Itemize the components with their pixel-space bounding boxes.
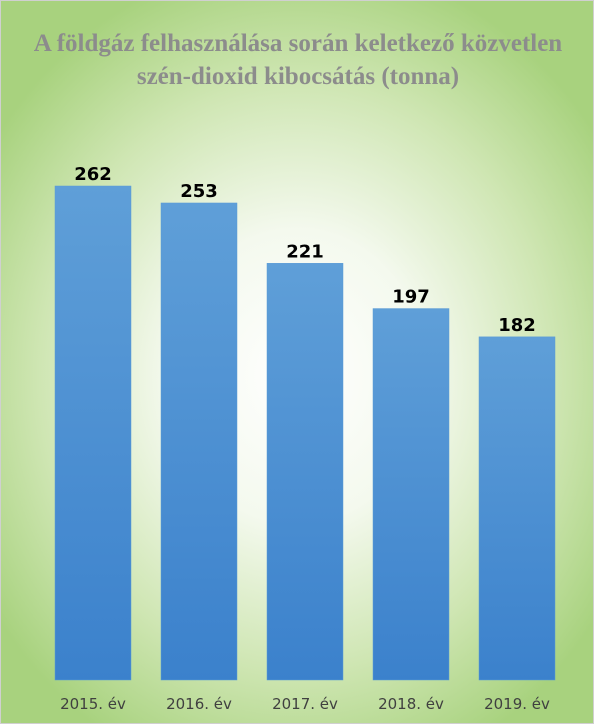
- x-tick-label: 2016. év: [166, 695, 232, 713]
- x-tick-label: 2017. év: [272, 695, 338, 713]
- value-label: 262: [74, 164, 112, 185]
- bar: [160, 202, 238, 681]
- bar: [372, 308, 450, 681]
- value-label: 253: [180, 181, 218, 202]
- chart-title: A földgáz felhasználása során keletkező …: [33, 30, 563, 90]
- value-label: 182: [498, 315, 536, 336]
- x-tick-label: 2019. év: [484, 695, 550, 713]
- bar: [266, 263, 344, 681]
- x-tick-label: 2018. év: [378, 695, 444, 713]
- value-label: 221: [286, 241, 324, 262]
- bar: [54, 185, 132, 681]
- value-label: 197: [392, 287, 430, 308]
- x-tick-label: 2015. év: [60, 695, 126, 713]
- bar: [478, 336, 556, 681]
